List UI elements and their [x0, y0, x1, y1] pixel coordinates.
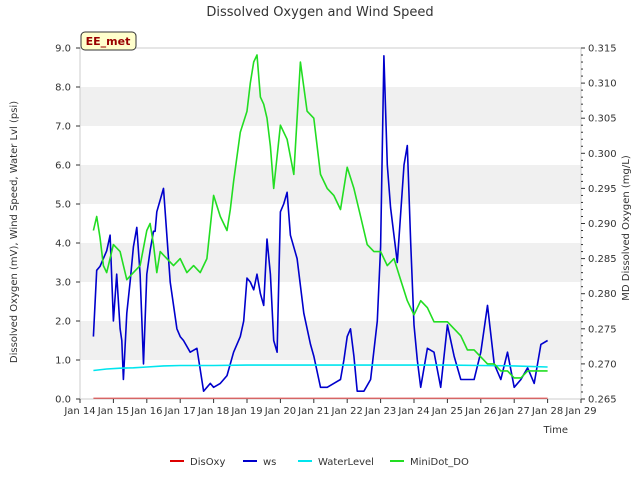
series-line-waterlevel [93, 364, 548, 372]
x-tick-label: Jan 15 [97, 406, 129, 417]
y-left-tick-label: 0.0 [55, 395, 71, 406]
y-right-tick-label: 0.290 [588, 219, 617, 230]
y-left-tick-label: 2.0 [55, 317, 71, 328]
series-line-ws [92, 54, 549, 393]
y-axis-left: 0.0 1.0 2.0 3.0 4.0 5.0 6.0 7.0 8.0 9.0 [55, 44, 80, 406]
x-tick-label: Jan 28 [531, 406, 563, 417]
y-left-tick-label: 3.0 [55, 278, 71, 289]
x-tick-label: Jan 17 [164, 406, 196, 417]
y-left-tick-label: 1.0 [55, 356, 71, 367]
x-tick-label: Jan 18 [197, 406, 229, 417]
grid-band [80, 282, 581, 321]
chart-title: Dissolved Oxygen and Wind Speed [206, 5, 433, 20]
legend-label: DisOxy [190, 457, 225, 468]
x-tick-label: Jan 19 [230, 406, 262, 417]
x-tick-label: Jan 25 [431, 406, 463, 417]
x-tick-label: Jan 24 [397, 406, 429, 417]
grid-band [80, 165, 581, 204]
y-axis-left-label: Dissolved Oxygen (mV), Wind Speed, Water… [9, 101, 20, 363]
y-left-tick-label: 8.0 [55, 83, 71, 94]
grid-band [80, 243, 581, 282]
y-right-tick-label: 0.285 [588, 254, 617, 265]
x-tick-label: Jan 20 [264, 406, 296, 417]
x-tick-label: Jan 26 [464, 406, 496, 417]
station-badge-box [80, 31, 137, 51]
x-axis-label: Time [543, 425, 568, 436]
y-right-tick-label: 0.305 [588, 114, 617, 125]
station-badge: EE_met [80, 31, 137, 51]
station-badge-label: EE_met [86, 35, 131, 48]
x-tick-label: Jan 29 [564, 406, 596, 417]
y-axis-right-label: MD Dissolved Oxygen (mg/L) [621, 155, 632, 301]
x-tick-label: Jan 21 [297, 406, 329, 417]
legend: DisOxy ws WaterLevel MiniDot_DO [170, 457, 469, 468]
y-axis-right: 0.265 0.270 0.275 0.280 0.285 0.290 0.295 0.300… [581, 44, 617, 406]
series-line-minidot-do [92, 54, 548, 379]
x-tick-label: Jan 23 [364, 406, 396, 417]
y-right-tick-label: 0.265 [588, 395, 617, 406]
y-right-tick-label: 0.280 [588, 289, 617, 300]
y-left-tick-label: 7.0 [55, 122, 71, 133]
y-right-tick-label: 0.295 [588, 184, 617, 195]
y-right-tick-label: 0.300 [588, 149, 617, 160]
grid-band [80, 321, 581, 360]
legend-label: WaterLevel [318, 457, 374, 468]
x-tick-label: Jan 14 [63, 406, 95, 417]
legend-label: MiniDot_DO [410, 457, 469, 468]
legend-label: ws [263, 457, 276, 468]
grid-band [80, 126, 581, 165]
x-tick-label: Jan 16 [130, 406, 162, 417]
y-left-tick-label: 5.0 [55, 200, 71, 211]
grid-band [80, 48, 581, 87]
y-right-tick-label: 0.270 [588, 359, 617, 370]
y-left-tick-label: 9.0 [55, 44, 71, 55]
x-tick-label: Jan 22 [331, 406, 363, 417]
grid-band [80, 204, 581, 243]
x-axis: Jan 14 Jan 15 Jan 16 Jan 17 Jan 18 Jan 19 Jan … [63, 399, 597, 417]
grid-bands [80, 48, 581, 399]
y-right-tick-label: 0.315 [588, 44, 617, 55]
x-tick-label: Jan 27 [498, 406, 530, 417]
grid-band [80, 87, 581, 126]
y-left-tick-label: 6.0 [55, 161, 71, 172]
y-right-tick-label: 0.275 [588, 324, 617, 335]
y-left-tick-label: 4.0 [55, 239, 71, 250]
y-right-tick-label: 0.310 [588, 79, 617, 90]
